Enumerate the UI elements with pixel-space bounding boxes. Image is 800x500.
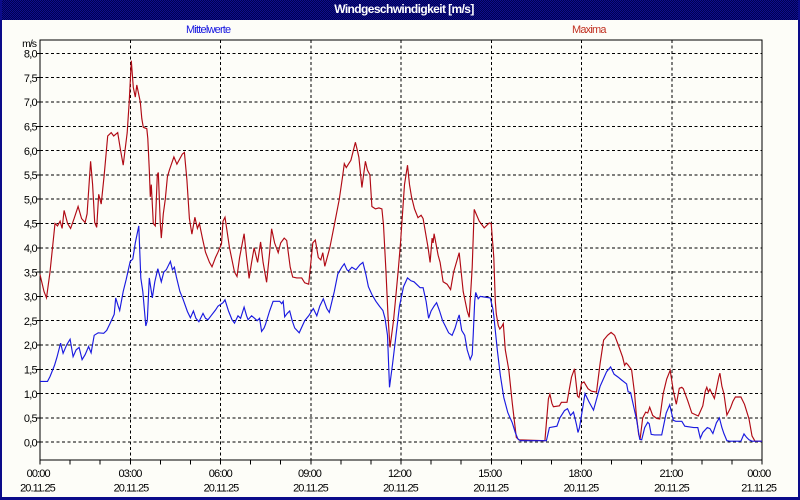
svg-text:12:00: 12:00 [388,468,412,480]
svg-text:0,0: 0,0 [24,437,38,449]
svg-text:20.11.25: 20.11.25 [293,483,329,495]
svg-text:21:00: 21:00 [659,468,683,480]
svg-text:21.11.25: 21.11.25 [741,483,777,495]
svg-text:6,0: 6,0 [24,146,38,158]
svg-text:4,5: 4,5 [24,219,38,231]
svg-text:8,0: 8,0 [24,49,38,61]
svg-text:00:00: 00:00 [747,468,771,480]
svg-text:00:00: 00:00 [27,468,51,480]
svg-text:4,0: 4,0 [24,243,38,255]
svg-text:20.11.25: 20.11.25 [114,483,150,495]
svg-text:20.11.25: 20.11.25 [473,483,509,495]
svg-text:5,5: 5,5 [24,170,38,182]
svg-text:20.11.25: 20.11.25 [654,483,690,495]
svg-text:20.11.25: 20.11.25 [204,483,240,495]
svg-text:15:00: 15:00 [478,468,502,480]
svg-text:18:00: 18:00 [568,468,592,480]
svg-text:7,0: 7,0 [24,97,38,109]
svg-text:3,5: 3,5 [24,267,38,279]
svg-text:2,5: 2,5 [24,316,38,328]
svg-text:06:00: 06:00 [209,468,233,480]
svg-text:20.11.25: 20.11.25 [564,483,600,495]
svg-text:09:00: 09:00 [298,468,322,480]
svg-text:1,5: 1,5 [24,365,38,377]
svg-text:20.11.25: 20.11.25 [20,483,56,495]
svg-text:6,5: 6,5 [24,122,38,134]
svg-text:7,5: 7,5 [24,73,38,85]
svg-text:5,0: 5,0 [24,194,38,206]
svg-text:2,0: 2,0 [24,340,38,352]
svg-text:20.11.25: 20.11.25 [383,483,419,495]
svg-text:m/s: m/s [22,38,37,50]
svg-text:1,0: 1,0 [24,389,38,401]
svg-text:03:00: 03:00 [118,468,142,480]
svg-text:0,5: 0,5 [24,413,38,425]
svg-text:3,0: 3,0 [24,292,38,304]
